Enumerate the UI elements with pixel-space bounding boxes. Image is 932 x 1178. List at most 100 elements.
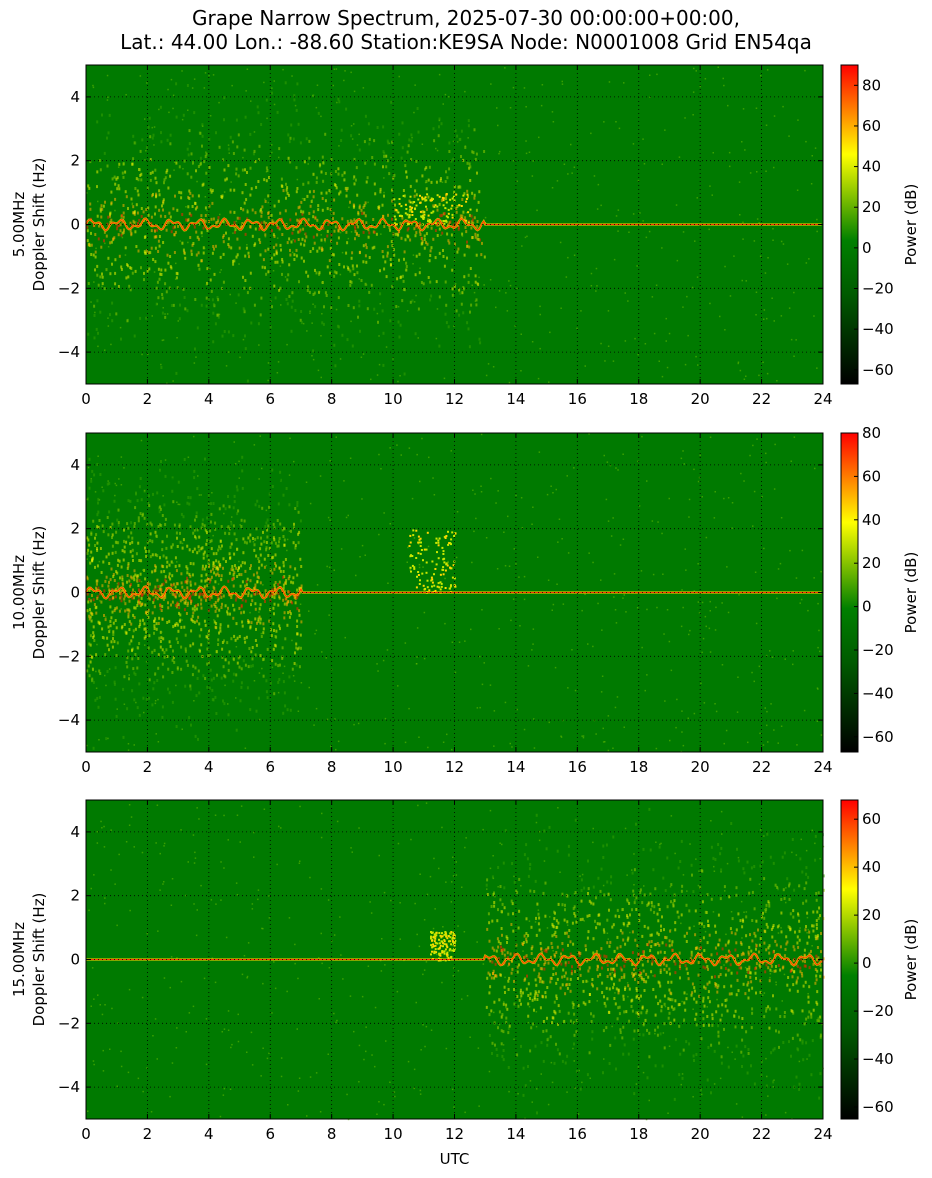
- heatmap-cell: [194, 518, 196, 522]
- heatmap-cell: [261, 506, 264, 510]
- heatmap-cell: [435, 97, 438, 101]
- heatmap-cell: [151, 136, 154, 140]
- heatmap-cell: [141, 459, 144, 463]
- heatmap-cell: [788, 307, 791, 309]
- heatmap-cell: [161, 548, 164, 552]
- y-axis-label-frequency: 10.00MHz: [10, 555, 28, 630]
- heatmap-cell: [254, 653, 257, 657]
- heatmap-cell: [773, 488, 776, 490]
- heatmap-cell: [350, 125, 353, 127]
- heatmap-cell: [277, 583, 280, 587]
- heatmap-cell: [558, 518, 561, 520]
- heatmap-cell: [431, 578, 434, 581]
- heatmap-cell: [663, 968, 666, 972]
- heatmap-cell: [226, 610, 229, 614]
- heatmap-cell: [235, 118, 238, 122]
- heatmap-cell: [357, 210, 360, 214]
- heatmap-cell: [632, 213, 635, 215]
- heatmap-cell: [160, 631, 163, 633]
- heatmap-cell: [115, 101, 118, 105]
- heatmap-cell: [670, 669, 673, 672]
- heatmap-cell: [102, 530, 105, 534]
- heatmap-cell: [144, 644, 146, 646]
- heatmap-cell: [730, 971, 733, 975]
- heatmap-cell: [153, 569, 156, 573]
- heatmap-cell: [193, 111, 196, 115]
- heatmap-cell: [760, 75, 762, 77]
- heatmap-cell: [525, 917, 528, 921]
- heatmap-cell: [296, 187, 299, 190]
- heatmap-cell: [552, 967, 555, 971]
- heatmap-cell: [388, 142, 391, 145]
- heatmap-cell: [706, 982, 709, 986]
- heatmap-cell: [409, 208, 412, 211]
- heatmap-cell: [470, 303, 473, 307]
- heatmap-cell: [377, 320, 379, 324]
- heatmap-cell: [273, 567, 276, 571]
- heatmap-cell: [813, 577, 815, 579]
- heatmap-cell: [134, 653, 137, 656]
- heatmap-cell: [296, 632, 299, 636]
- heatmap-cell: [296, 696, 299, 700]
- heatmap-cell: [772, 1080, 775, 1084]
- heatmap-cell: [153, 588, 156, 592]
- heatmap-cell: [210, 217, 213, 221]
- heatmap-cell: [278, 537, 281, 540]
- heatmap-cell: [121, 575, 124, 579]
- heatmap-cell: [669, 739, 671, 742]
- heatmap-cell: [516, 708, 518, 711]
- heatmap-cell: [640, 570, 643, 572]
- x-tick-label: 2: [143, 390, 153, 408]
- heatmap-cell: [561, 83, 564, 85]
- heatmap-cell: [507, 988, 510, 991]
- heatmap-cell: [247, 536, 250, 540]
- heatmap-cell: [211, 189, 214, 193]
- heatmap-cell: [421, 239, 424, 243]
- heatmap-cell: [189, 684, 192, 688]
- heatmap-cell: [456, 134, 459, 138]
- heatmap-cell: [147, 608, 150, 612]
- heatmap-cell: [169, 215, 172, 219]
- heatmap-cell: [111, 301, 114, 305]
- heatmap-cell: [537, 963, 540, 967]
- heatmap-cell: [188, 716, 191, 720]
- heatmap-cell: [466, 189, 469, 193]
- heatmap-cell: [404, 642, 407, 644]
- heatmap-cell: [639, 890, 642, 894]
- heatmap-cell: [154, 176, 157, 180]
- heatmap-cell: [378, 363, 381, 366]
- heatmap-cell: [780, 725, 783, 727]
- heatmap-cell: [612, 360, 615, 362]
- heatmap-cell: [742, 952, 745, 956]
- heatmap-cell: [277, 591, 280, 595]
- colorbar-tick-label: 0: [862, 598, 872, 616]
- heatmap-cell: [551, 111, 554, 113]
- heatmap-cell: [414, 273, 417, 277]
- heatmap-cell: [489, 279, 492, 281]
- heatmap-cell: [465, 230, 468, 234]
- heatmap-cell: [126, 319, 129, 323]
- heatmap-cell: [463, 275, 466, 279]
- heatmap-cell: [567, 853, 570, 857]
- heatmap-cell: [361, 212, 364, 215]
- heatmap-cell: [500, 1015, 503, 1019]
- heatmap-cell: [451, 213, 454, 216]
- heatmap-cell: [259, 435, 261, 437]
- heatmap-cell: [810, 1073, 813, 1077]
- heatmap-cell: [258, 560, 261, 564]
- heatmap-cell: [290, 580, 293, 584]
- heatmap-cell: [250, 664, 253, 668]
- heatmap-cell: [134, 230, 137, 234]
- heatmap-cell: [422, 584, 425, 587]
- heatmap-cell: [133, 744, 135, 746]
- heatmap-cell: [306, 194, 309, 198]
- heatmap-cell: [647, 834, 649, 838]
- heatmap-cell: [195, 230, 198, 234]
- heatmap-cell: [385, 165, 388, 169]
- heatmap-cell: [162, 339, 165, 341]
- heatmap-cell: [318, 164, 321, 168]
- heatmap-cell: [295, 254, 298, 258]
- heatmap-cell: [99, 209, 102, 213]
- colorbar-tick-label: 20: [862, 198, 881, 216]
